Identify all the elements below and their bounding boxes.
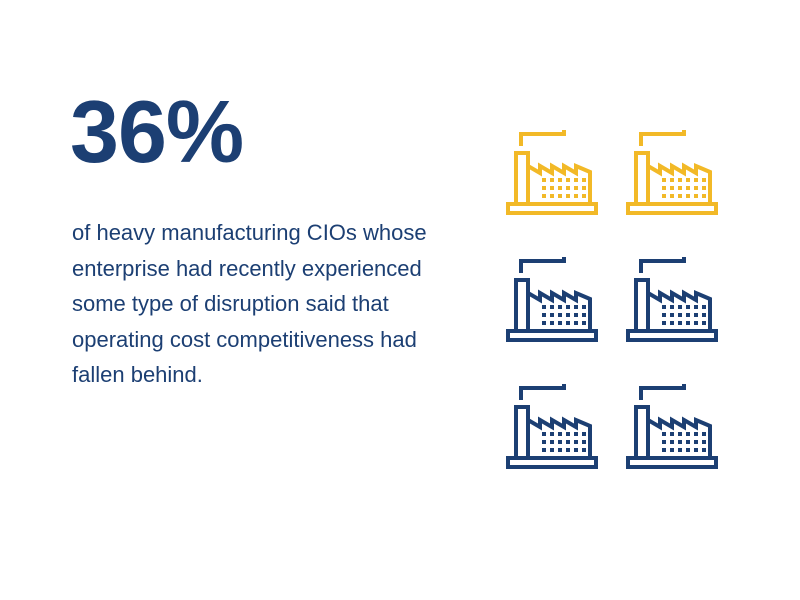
factory-icon (506, 378, 606, 478)
factory-icon (506, 124, 606, 224)
stat-description: of heavy manufacturing CIOs whose enterp… (72, 220, 427, 387)
factory-icon (626, 378, 726, 478)
factory-icon (626, 124, 726, 224)
percentage-stat: 36% (70, 82, 244, 181)
factory-icon (626, 251, 726, 351)
factory-icon-grid (506, 124, 728, 474)
factory-icon (506, 251, 606, 351)
